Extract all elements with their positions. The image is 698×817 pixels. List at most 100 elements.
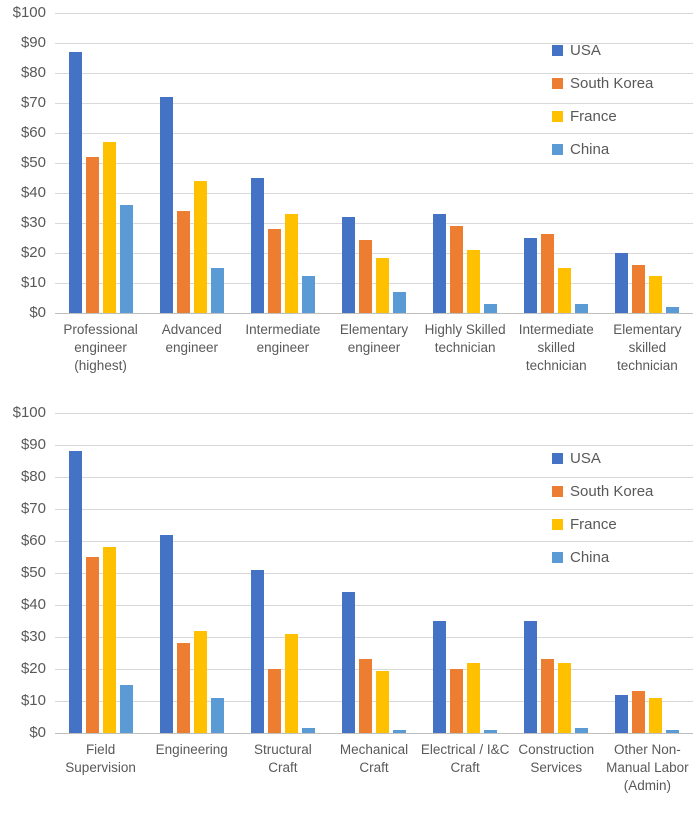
y-gridline xyxy=(55,223,693,224)
legend-swatch-icon xyxy=(552,78,563,89)
y-tick-label: $20 xyxy=(20,244,46,261)
y-tick-label: $50 xyxy=(20,154,46,171)
bar-china xyxy=(119,685,133,733)
legend-entry-france: France xyxy=(552,108,653,125)
y-gridline xyxy=(55,445,693,446)
bar-usa xyxy=(68,52,82,313)
bar-group xyxy=(602,413,693,733)
bar-usa xyxy=(341,217,355,313)
category-label: Elementary skilled technician xyxy=(613,322,682,374)
y-tick-label: $0 xyxy=(29,304,46,321)
bar-china xyxy=(119,205,133,313)
category-label: Highly Skilled technician xyxy=(424,322,506,356)
y-gridline xyxy=(55,133,693,134)
bar-usa xyxy=(250,569,264,733)
bar-south-korea xyxy=(541,233,555,313)
y-gridline xyxy=(55,163,693,164)
y-tick-label: $20 xyxy=(20,660,46,677)
legend-swatch-icon xyxy=(552,552,563,563)
y-tick-label: $40 xyxy=(20,184,46,201)
y-tick-label: $10 xyxy=(20,274,46,291)
bar-china xyxy=(392,729,406,733)
bar-group xyxy=(146,13,237,313)
y-tick-label: $60 xyxy=(20,532,46,549)
bar-usa xyxy=(615,694,629,733)
category-label: Advanced engineer xyxy=(161,322,222,356)
plot-area xyxy=(55,13,693,313)
bar-france xyxy=(102,547,116,733)
y-gridline xyxy=(55,413,693,414)
bar-france xyxy=(193,181,207,313)
legend-label: China xyxy=(570,141,610,158)
bar-france xyxy=(649,697,663,733)
bar-group xyxy=(328,413,419,733)
bar-group xyxy=(237,13,328,313)
x-axis-line xyxy=(55,313,693,314)
legend-entry-france: France xyxy=(552,516,653,533)
x-axis-labels: Professional engineer (highest) Advanced … xyxy=(55,321,693,376)
bar-china xyxy=(484,304,498,313)
legend-label: France xyxy=(570,516,617,533)
bar-group xyxy=(55,13,146,313)
legend-swatch-icon xyxy=(552,144,563,155)
engineer-technician-wage-chart: $0 $10 $20 $30 $40 $50 $60 $70 $80 $90 $100 Profess… xyxy=(0,0,698,400)
legend-label: China xyxy=(570,549,610,566)
bar-usa xyxy=(524,238,538,313)
bar-usa xyxy=(68,451,82,733)
bar-france xyxy=(375,257,389,313)
bar-china xyxy=(210,697,224,733)
legend-swatch-icon xyxy=(552,486,563,497)
y-tick-label: $70 xyxy=(20,500,46,517)
bar-group xyxy=(328,13,419,313)
legend-label: South Korea xyxy=(570,483,654,500)
bar-usa xyxy=(433,621,447,733)
y-gridline xyxy=(55,253,693,254)
y-gridline xyxy=(55,43,693,44)
category-label: Elementary engineer xyxy=(339,322,409,356)
y-gridline xyxy=(55,701,693,702)
bar-usa xyxy=(250,178,264,313)
category-label: Professional engineer (highest) xyxy=(63,322,138,374)
bar-usa xyxy=(159,534,173,733)
legend: USA South Korea France China xyxy=(552,42,653,158)
y-gridline xyxy=(55,541,693,542)
bar-china xyxy=(575,304,589,313)
bar-south-korea xyxy=(176,211,190,313)
legend-label: South Korea xyxy=(570,75,654,92)
legend-swatch-icon xyxy=(552,111,563,122)
y-tick-label: $30 xyxy=(20,628,46,645)
y-gridline xyxy=(55,637,693,638)
bar-france xyxy=(284,633,298,733)
bar-group xyxy=(511,13,602,313)
bar-france xyxy=(558,662,572,733)
y-tick-label: $80 xyxy=(20,468,46,485)
bar-france xyxy=(102,142,116,313)
legend-entry-usa: USA xyxy=(552,42,653,59)
y-gridline xyxy=(55,573,693,574)
bar-china xyxy=(666,729,680,733)
bar-group xyxy=(237,413,328,733)
bar-south-korea xyxy=(541,659,555,733)
bar-group xyxy=(602,13,693,313)
y-tick-label: $50 xyxy=(20,564,46,581)
bar-south-korea xyxy=(267,669,281,733)
bar-group xyxy=(511,413,602,733)
bar-south-korea xyxy=(85,157,99,313)
y-gridline xyxy=(55,73,693,74)
legend-entry-china: China xyxy=(552,549,653,566)
bar-china xyxy=(210,268,224,313)
y-gridline xyxy=(55,605,693,606)
y-tick-label: $80 xyxy=(20,64,46,81)
bar-france xyxy=(284,214,298,313)
bar-south-korea xyxy=(358,659,372,733)
bar-china xyxy=(301,275,315,313)
bar-france xyxy=(558,268,572,313)
bar-china xyxy=(301,728,315,733)
category-label: Intermediate engineer xyxy=(245,322,321,356)
y-tick-label: $30 xyxy=(20,214,46,231)
bar-france xyxy=(375,670,389,733)
bar-group xyxy=(420,13,511,313)
legend-entry-china: China xyxy=(552,141,653,158)
craft-labor-wage-chart: $0 $10 $20 $30 $40 $50 $60 $70 $80 $90 $100 Field S… xyxy=(0,400,698,817)
